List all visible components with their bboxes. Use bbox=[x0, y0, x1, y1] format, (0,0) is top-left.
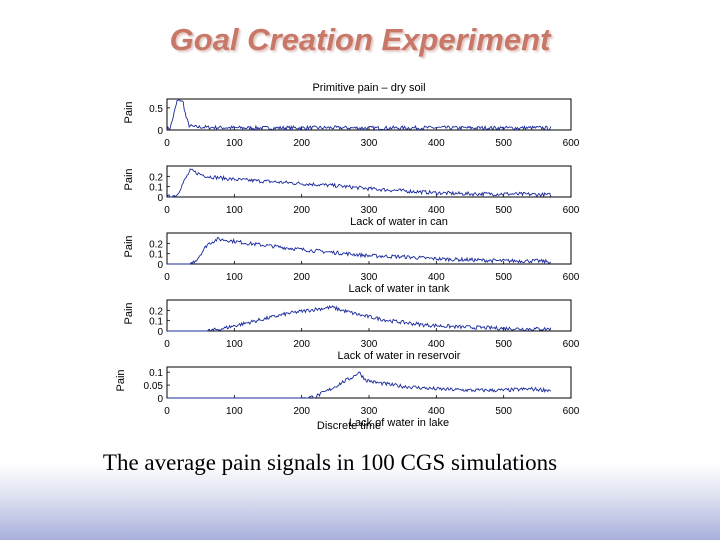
x-axis-label: Lack of water in can bbox=[350, 216, 448, 228]
y-tick-label: 0.05 bbox=[144, 381, 164, 392]
y-tick-label: 0.1 bbox=[149, 368, 163, 379]
x-tick-label: 500 bbox=[495, 272, 512, 283]
y-tick-label: 0 bbox=[157, 193, 163, 204]
plot-frame bbox=[166, 165, 572, 198]
series-line bbox=[166, 98, 552, 132]
x-tick-label: 100 bbox=[226, 205, 243, 216]
y-tick-label: 0.1 bbox=[149, 183, 163, 194]
y-axis-label: Pain bbox=[123, 168, 135, 190]
x-tick-label: 300 bbox=[361, 406, 378, 417]
x-tick-label: 600 bbox=[563, 272, 580, 283]
x-tick-label: 600 bbox=[563, 406, 580, 417]
slide-title: Goal Creation Experiment bbox=[169, 22, 551, 57]
x-tick-label: 100 bbox=[226, 272, 243, 283]
y-axis-label: Pain bbox=[123, 235, 135, 257]
y-axis-label: Pain bbox=[115, 369, 127, 391]
x-tick-label: 300 bbox=[361, 339, 378, 350]
chart-title: Primitive pain – dry soil bbox=[312, 82, 425, 94]
x-tick-label: 0 bbox=[164, 339, 170, 350]
x-axis-label-bottom: Discrete time bbox=[317, 420, 381, 432]
x-tick-label: 200 bbox=[293, 138, 310, 149]
y-tick-label: 0.2 bbox=[149, 172, 163, 183]
x-tick-label: 0 bbox=[164, 205, 170, 216]
y-tick-label: 0 bbox=[157, 327, 163, 338]
x-tick-label: 100 bbox=[226, 339, 243, 350]
x-axis-label: Lack of water in reservoir bbox=[338, 350, 461, 362]
y-tick-label: 0 bbox=[157, 394, 163, 405]
x-tick-label: 300 bbox=[361, 272, 378, 283]
y-tick-label: 0.1 bbox=[149, 317, 163, 328]
series-line bbox=[166, 168, 552, 199]
x-tick-label: 600 bbox=[563, 205, 580, 216]
y-tick-label: 0 bbox=[157, 126, 163, 137]
y-tick-label: 0 bbox=[157, 260, 163, 271]
x-tick-label: 200 bbox=[293, 339, 310, 350]
x-tick-label: 400 bbox=[428, 339, 445, 350]
y-axis-label: Pain bbox=[123, 101, 135, 123]
x-tick-label: 0 bbox=[164, 138, 170, 149]
slide-caption: The average pain signals in 100 CGS simu… bbox=[102, 450, 558, 475]
x-tick-label: 0 bbox=[164, 272, 170, 283]
y-axis-label: Pain bbox=[123, 302, 135, 324]
series-line bbox=[167, 304, 552, 332]
x-tick-label: 200 bbox=[293, 406, 310, 417]
x-tick-label: 500 bbox=[495, 205, 512, 216]
x-tick-label: 100 bbox=[226, 138, 243, 149]
x-axis-label: Lack of water in lake bbox=[349, 417, 449, 429]
x-axis-label: Lack of water in tank bbox=[349, 283, 450, 295]
plot-frame bbox=[166, 366, 572, 399]
y-tick-label: 0.5 bbox=[149, 104, 163, 115]
x-tick-label: 400 bbox=[428, 205, 445, 216]
y-tick-label: 0.1 bbox=[149, 250, 163, 261]
series-line bbox=[167, 371, 552, 399]
x-tick-label: 500 bbox=[495, 406, 512, 417]
y-tick-label: 0.2 bbox=[149, 239, 163, 250]
plot-frame bbox=[166, 232, 572, 265]
y-tick-label: 0.2 bbox=[149, 306, 163, 317]
x-tick-label: 0 bbox=[164, 406, 170, 417]
x-tick-label: 500 bbox=[495, 138, 512, 149]
x-tick-label: 300 bbox=[361, 138, 378, 149]
series-line bbox=[167, 236, 552, 265]
x-tick-label: 500 bbox=[495, 339, 512, 350]
x-tick-label: 400 bbox=[428, 406, 445, 417]
x-tick-label: 200 bbox=[293, 272, 310, 283]
x-tick-label: 300 bbox=[361, 205, 378, 216]
plot-frame bbox=[166, 98, 572, 131]
x-tick-label: 400 bbox=[428, 272, 445, 283]
x-tick-label: 100 bbox=[226, 406, 243, 417]
x-tick-label: 200 bbox=[293, 205, 310, 216]
x-tick-label: 600 bbox=[563, 339, 580, 350]
x-tick-label: 400 bbox=[428, 138, 445, 149]
x-tick-label: 600 bbox=[563, 138, 580, 149]
